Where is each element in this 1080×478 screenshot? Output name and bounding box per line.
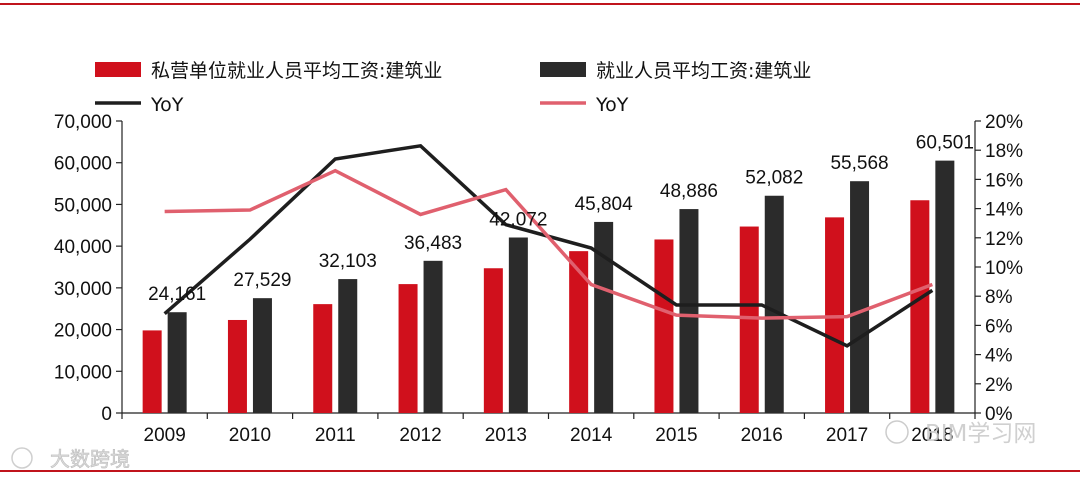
bar-all-2009 bbox=[167, 312, 187, 413]
bottom-rule bbox=[0, 470, 1080, 472]
y-right-tick-label: 20% bbox=[985, 112, 1023, 133]
bar-all-2013 bbox=[508, 237, 528, 413]
legend-label-3: YoY bbox=[595, 94, 629, 116]
y-right-tick-label: 10% bbox=[985, 258, 1023, 279]
y-left-tick-label: 60,000 bbox=[54, 154, 112, 175]
legend: 私营单位就业人员平均工资:建筑业 就业人员平均工资:建筑业 YoY YoY bbox=[95, 60, 811, 116]
y-left-tick-label: 10,000 bbox=[54, 362, 112, 383]
watermark-bottom-right: BIM学习网 bbox=[925, 421, 1036, 447]
x-tick-label: 2011 bbox=[315, 425, 356, 446]
data-labels: 24,161 27,529 32,103 36,483 42,072 45,804 48,8… bbox=[148, 133, 974, 306]
y-left-tick-label: 50,000 bbox=[54, 195, 112, 216]
y-left-tick-label: 20,000 bbox=[54, 321, 112, 342]
bar-private-2013 bbox=[483, 268, 503, 413]
x-tick-label: 2009 bbox=[144, 425, 186, 446]
x-tick-label: 2013 bbox=[485, 425, 527, 446]
data-label-2018: 60,501 bbox=[916, 133, 974, 154]
data-label-2011: 32,103 bbox=[319, 251, 377, 272]
bars bbox=[142, 160, 955, 413]
data-label-2009: 24,161 bbox=[148, 284, 206, 305]
bar-all-2015 bbox=[679, 209, 699, 413]
y-left-tick-label: 0 bbox=[101, 404, 112, 425]
x-tick-label: 2015 bbox=[655, 425, 697, 446]
y-right-tick-label: 0% bbox=[985, 404, 1013, 425]
watermark-logo-icon bbox=[11, 447, 33, 469]
watermarks: 大数跨境 BIM学习网 bbox=[11, 420, 1036, 471]
bar-private-2010 bbox=[227, 319, 247, 413]
bar-private-2016 bbox=[739, 226, 759, 413]
legend-label-1: 就业人员平均工资:建筑业 bbox=[596, 60, 811, 82]
y-right-tick-label: 6% bbox=[985, 316, 1013, 337]
y-left-tick-label: 70,000 bbox=[54, 112, 112, 133]
y-right-tick-label: 16% bbox=[985, 170, 1023, 191]
top-rule bbox=[0, 3, 1080, 5]
bar-all-2012 bbox=[423, 260, 443, 413]
axes: 0 10,000 20,000 30,000 40,000 50,000 60,000 70,… bbox=[54, 112, 1023, 446]
data-label-2010: 27,529 bbox=[233, 270, 291, 291]
x-tick-label: 2010 bbox=[229, 425, 271, 446]
data-label-2014: 45,804 bbox=[575, 194, 634, 215]
x-tick-label: 2012 bbox=[399, 425, 441, 446]
legend-label-0: 私营单位就业人员平均工资:建筑业 bbox=[151, 60, 442, 82]
bar-all-2014 bbox=[594, 221, 614, 413]
bar-all-2010 bbox=[252, 298, 272, 413]
x-tick-label: 2014 bbox=[570, 425, 613, 446]
watermark-bottom-left: 大数跨境 bbox=[50, 447, 130, 471]
x-tick-label: 2018 bbox=[911, 425, 953, 446]
data-label-2016: 52,082 bbox=[745, 168, 803, 189]
yoy-line-pink bbox=[164, 168, 933, 320]
y-right-tick-label: 18% bbox=[985, 141, 1023, 162]
bar-private-2014 bbox=[569, 251, 589, 413]
legend-label-2: YoY bbox=[150, 94, 184, 116]
bar-all-2018 bbox=[935, 160, 955, 413]
y-left-tick-label: 30,000 bbox=[54, 279, 112, 300]
lines bbox=[163, 143, 934, 348]
bar-private-2018 bbox=[910, 200, 930, 413]
bar-all-2017 bbox=[850, 181, 870, 413]
y-right-tick-label: 12% bbox=[985, 229, 1023, 250]
data-label-2012: 36,483 bbox=[404, 233, 462, 254]
legend-swatch-1 bbox=[540, 62, 586, 77]
bar-private-2015 bbox=[654, 239, 674, 413]
y-right-tick-label: 8% bbox=[985, 287, 1013, 308]
legend-swatch-0 bbox=[95, 62, 141, 77]
y-left-tick-label: 40,000 bbox=[54, 237, 112, 258]
bar-private-2012 bbox=[398, 284, 418, 413]
y-right-tick-label: 2% bbox=[985, 375, 1013, 396]
data-label-2017: 55,568 bbox=[830, 153, 888, 174]
bar-all-2016 bbox=[764, 195, 784, 413]
bar-all-2011 bbox=[338, 279, 358, 413]
data-label-2015: 48,886 bbox=[660, 181, 718, 202]
x-tick-label: 2017 bbox=[826, 425, 868, 446]
y-right-tick-label: 4% bbox=[985, 346, 1013, 367]
bar-private-2011 bbox=[313, 304, 333, 413]
y-right-tick-label: 14% bbox=[985, 200, 1023, 221]
bar-private-2009 bbox=[142, 330, 162, 413]
data-label-2013: 42,072 bbox=[489, 209, 547, 230]
x-tick-label: 2016 bbox=[741, 425, 783, 446]
watermark-wechat-icon bbox=[885, 420, 909, 444]
